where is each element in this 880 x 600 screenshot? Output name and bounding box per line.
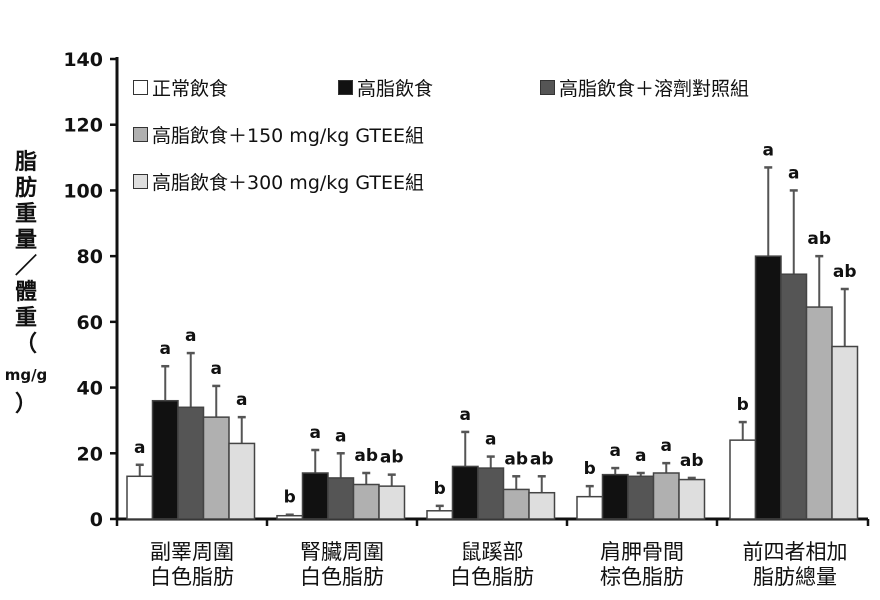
legend-label: 高脂飲食＋300 mg/kg GTEE組 [152,172,425,194]
significance-label: a [335,426,346,446]
category-label: 腎臟周圍 白色脂肪 [300,540,384,589]
significance-label: a [211,359,222,379]
significance-label: a [763,140,774,160]
significance-label: b [737,395,749,415]
legend-swatch [133,127,148,142]
category-label: 前四者相加 脂肪總量 [742,540,848,589]
significance-label: a [460,405,471,425]
y-tick-label: 0 [90,509,103,531]
bar [678,478,706,520]
y-axis-label: 脂 肪 重 量 ／ 體 重 （ mg/g ） [5,150,48,418]
legend-label: 高脂飲食＋150 mg/kg GTEE組 [152,125,425,147]
bar [151,399,179,520]
legend-swatch [133,80,148,95]
y-tick-label: 80 [77,246,103,268]
significance-label: a [661,436,672,456]
significance-label: a [485,430,496,450]
significance-label: b [284,488,296,508]
y-tick-label: 20 [77,443,103,465]
ylabel-char: 重 [14,306,37,331]
bar [426,510,454,520]
bar [754,255,782,520]
bar [177,406,205,520]
y-tick-label: 40 [77,378,103,400]
legend-item: 高脂飲食＋300 mg/kg GTEE組 [133,168,424,195]
legend-label: 高脂飲食＋溶劑對照組 [559,78,750,100]
significance-label: a [610,441,621,461]
significance-label: a [635,446,646,466]
significance-label: ab [530,449,554,469]
bar [301,472,329,520]
significance-label: ab [380,448,404,468]
bar [652,472,680,520]
legend-item: 高脂飲食 [338,74,433,101]
significance-label: ab [833,262,857,282]
legend-item: 高脂飲食＋150 mg/kg GTEE組 [133,121,424,148]
legend-item: 高脂飲食＋溶劑對照組 [540,74,749,101]
ylabel-char: 脂 [14,150,37,175]
significance-label: a [160,339,171,359]
ylabel-char: 肪 [14,176,37,201]
bar [831,345,859,520]
bar [276,514,304,520]
bar [477,467,505,520]
y-tick-label: 120 [63,115,103,137]
ylabel-char: 體 [14,280,37,305]
ylabel-char: ） [14,392,37,417]
bar [228,442,256,520]
bar [576,495,604,520]
significance-label: b [434,479,446,499]
significance-label: a [134,438,145,458]
significance-label: a [236,390,247,410]
significance-label: a [185,326,196,346]
significance-label: b [584,459,596,479]
bar [528,491,556,520]
category-label: 肩胛骨間 棕色脂肪 [600,540,684,589]
ylabel-char: （ [14,332,37,357]
bar [729,439,757,520]
bar [378,485,406,520]
ylabel-char: 量 [14,228,37,253]
y-tick-label: 100 [63,180,103,202]
legend-item: 正常飲食 [133,74,228,101]
significance-label: ab [807,229,831,249]
bar [327,477,355,520]
ylabel-char: 重 [14,202,37,227]
category-label: 副睪周圍 白色脂肪 [150,540,234,589]
legend-label: 高脂飲食 [357,78,434,100]
bar [451,465,479,520]
y-tick-label: 140 [63,49,103,71]
bar [627,475,655,520]
ylabel-char: ／ [14,254,37,279]
legend-label: 正常飲食 [152,78,229,100]
significance-label: a [788,163,799,183]
ylabel-unit: mg/g [4,366,48,384]
significance-label: a [310,423,321,443]
significance-label: ab [504,449,528,469]
legend-swatch [133,174,148,189]
bar [202,416,230,520]
y-tick-label: 60 [77,312,103,334]
legend-swatch [540,80,555,95]
category-label: 鼠蹊部 白色脂肪 [450,540,534,589]
bar [805,306,833,520]
significance-label: ab [354,446,378,466]
bar [352,483,380,520]
bar [601,473,629,520]
significance-label: ab [680,451,704,471]
bar [126,475,154,520]
legend-swatch [338,80,353,95]
bar [780,273,808,520]
bar [502,488,530,520]
